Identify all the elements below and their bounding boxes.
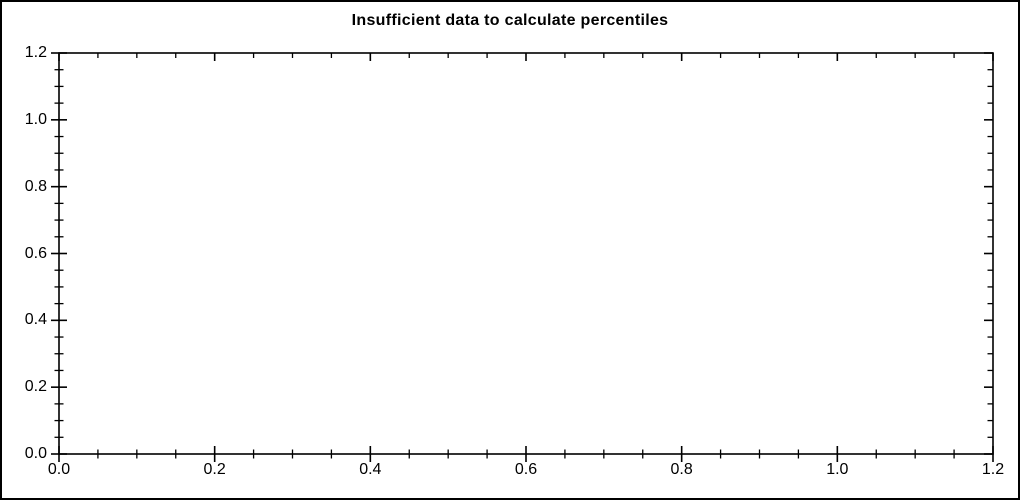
x-tick-label: 0.6 bbox=[514, 461, 538, 478]
plot-border bbox=[58, 52, 994, 455]
y-tick-label: 0.8 bbox=[24, 177, 47, 195]
x-tick-label: 0.8 bbox=[670, 461, 693, 478]
x-axis-ticks bbox=[58, 53, 994, 462]
x-tick-label: 1.0 bbox=[826, 461, 849, 478]
x-tick-label: 0.4 bbox=[359, 461, 382, 478]
x-tick-label: 0.2 bbox=[203, 461, 226, 478]
y-tick-label: 0.0 bbox=[24, 445, 47, 462]
y-tick-label: 0.4 bbox=[24, 311, 47, 329]
x-tick-label: 0.0 bbox=[47, 461, 71, 478]
chart-title: Insufficient data to calculate percentil… bbox=[351, 12, 669, 29]
y-axis-ticks bbox=[51, 52, 993, 455]
x-tick-label: 1.2 bbox=[981, 461, 1005, 478]
y-tick-label: 1.0 bbox=[24, 110, 47, 128]
y-tick-label: 0.6 bbox=[24, 244, 47, 262]
axes-frame bbox=[58, 52, 994, 455]
y-tick-label: 0.2 bbox=[24, 378, 47, 396]
y-tick-label: 1.2 bbox=[24, 44, 47, 61]
